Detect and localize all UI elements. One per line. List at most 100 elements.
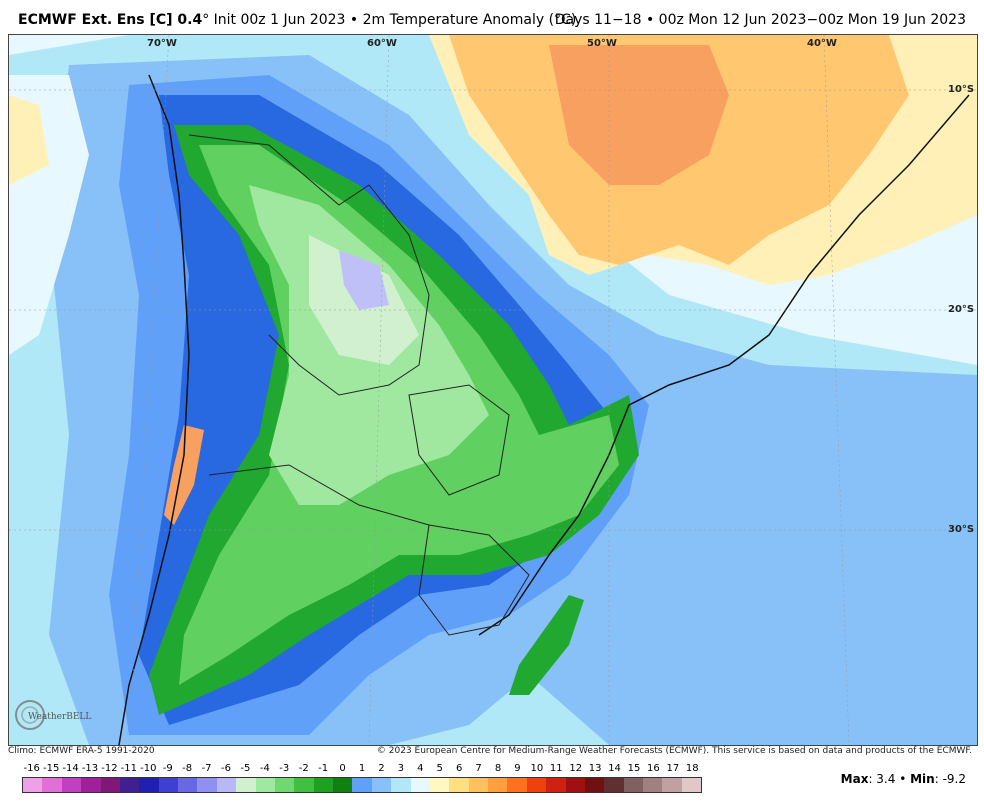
colorbar-tick-label: 2 <box>378 763 385 774</box>
colorbar-tick-label: 5 <box>436 763 443 774</box>
atlantic-coastline <box>478 94 970 636</box>
colorbar-swatch <box>139 778 159 792</box>
max-label: Max <box>840 772 869 786</box>
colorbar-swatch <box>23 778 43 792</box>
colorbar-swatch <box>488 778 508 792</box>
bolivia-border <box>188 134 430 396</box>
colorbar-swatch <box>81 778 101 792</box>
colorbar-tick-label: -14 <box>62 763 79 774</box>
valid-period: Days 11−18 • 00z Mon 12 Jun 2023−00z Mon… <box>554 12 966 28</box>
colorbar-tick-label: 7 <box>475 763 482 774</box>
variable-name: 2m Temperature Anomaly (°C) <box>362 12 577 28</box>
colorbar-swatch <box>429 778 450 792</box>
colorbar-tick-label: -11 <box>120 763 138 774</box>
west-warm-patch <box>9 95 49 185</box>
colorbar-tick-label: 1 <box>358 763 366 774</box>
colorbar-tick-label: -16 <box>23 763 40 774</box>
colorbar-swatch <box>449 778 469 792</box>
colorbar-tick-label: -4 <box>259 763 270 774</box>
model-name: ECMWF Ext. <box>18 12 113 28</box>
weatherbell-logo: WeatherBELL <box>15 700 91 730</box>
map-title: ECMWF Ext. Ens [C] 0.4° Init 00z 1 Jun 2… <box>18 12 576 28</box>
copyright-note: © 2023 European Centre for Medium-Range … <box>376 746 972 756</box>
colorbar-tick-label: -5 <box>240 763 251 774</box>
colorbar-swatch <box>681 778 702 792</box>
colorbar-tick-label: -2 <box>298 763 309 774</box>
colorbar-swatch <box>391 778 411 792</box>
colorbar-swatch <box>352 778 372 792</box>
colorbar-swatch <box>61 778 82 792</box>
colorbar-tick-label: 18 <box>685 763 699 774</box>
colorbar-swatch <box>294 778 314 792</box>
lon-label-70w: 70°W <box>147 38 177 49</box>
warm-core-region <box>549 45 729 185</box>
colorbar-tick-label: 13 <box>588 763 602 774</box>
colorbar-swatch <box>507 778 527 792</box>
colorbar-swatch <box>546 778 566 792</box>
colorbar-tick-label: -10 <box>140 763 157 774</box>
colorbar-swatch <box>604 778 624 792</box>
colorbar-swatch <box>584 778 605 792</box>
colorbar-tick-label: 8 <box>494 763 502 774</box>
colorbar-tick-label: 10 <box>530 763 544 774</box>
colorbar-swatch <box>623 778 643 792</box>
lat-label-20s: 20°S <box>948 304 975 315</box>
lon-label-60w: 60°W <box>367 38 397 49</box>
colorbar-tick-label: 3 <box>397 763 405 774</box>
map-panel[interactable]: 70°W 60°W 50°W 40°W 10°S 20°S 30°S <box>8 34 978 746</box>
argentina-north-border <box>208 464 430 526</box>
colorbar-swatch <box>371 778 392 792</box>
colorbar-swatch <box>236 778 256 792</box>
colorbar-tick-label: 6 <box>455 763 463 774</box>
lavender-core <box>339 250 389 310</box>
colorbar-swatch <box>100 778 120 792</box>
header: ECMWF Ext. Ens [C] 0.4° Init 00z 1 Jun 2… <box>0 0 984 34</box>
colorbar-tick-label: -13 <box>81 763 99 774</box>
colorbar-tick-label: 11 <box>549 763 563 774</box>
maxmin-separator: • <box>895 772 911 786</box>
colorbar-tick-label: 15 <box>627 763 641 774</box>
colorbar-swatch <box>565 778 585 792</box>
colorbar-tick-label: -1 <box>318 763 329 774</box>
colorbar-swatch <box>274 778 295 792</box>
colorbar-tick-label: 14 <box>608 763 621 774</box>
lat-label-10s: 10°S <box>948 84 975 95</box>
bullet-separator: • <box>349 12 359 28</box>
offshore-green-streak <box>509 595 584 695</box>
colorbar-tick-labels: -16 -15 -14 -13 -12 -11 -10 -9 -8 -7 -6 -5 -4 -3 -2 -1 0… <box>22 763 702 777</box>
climo-note: Climo: ECMWF ERA-5 1991-2020 <box>8 746 155 756</box>
colorbar-tick-label: 0 <box>339 763 346 774</box>
colorbar-swatch <box>42 778 62 792</box>
colorbar-tick-label: 17 <box>666 763 680 774</box>
colorbar-swatch <box>526 778 547 792</box>
init-time: Init 00z 1 Jun 2023 <box>213 12 346 28</box>
max-value: : 3.4 <box>868 772 896 786</box>
colorbar-swatch <box>662 778 682 792</box>
colorbar-swatch <box>197 778 217 792</box>
colorbar-tick-label: 9 <box>514 763 521 774</box>
colorbar-tick-label: -12 <box>101 763 118 774</box>
anomaly-map <box>9 35 977 745</box>
colorbar-swatch <box>313 778 333 792</box>
min-value: : -9.2 <box>934 772 966 786</box>
colorbar-tick-label: -8 <box>182 763 193 774</box>
colorbar-swatch <box>410 778 430 792</box>
colorbar-tick-label: -3 <box>279 763 290 774</box>
logo-text: WeatherBELL <box>28 712 91 722</box>
colorbar-tick-label: 4 <box>417 763 424 774</box>
colorbar-swatch <box>333 778 353 792</box>
colorbar-tick-label: -6 <box>221 763 231 774</box>
colorbar-swatch <box>158 778 178 792</box>
ensemble-label: Ens [C] 0.4 <box>116 12 203 28</box>
colorbar-swatches <box>22 777 702 793</box>
color-legend: -16 -15 -14 -13 -12 -11 -10 -9 -8 -7 -6 -5 -4 -3 -2 -1 0… <box>22 763 702 793</box>
colorbar-swatch <box>119 778 140 792</box>
colorbar-tick-label: -15 <box>42 763 60 774</box>
graticule <box>9 35 977 745</box>
min-label: Min <box>910 772 935 786</box>
max-min-readout: Max: 3.4 • Min: -9.2 <box>841 772 966 786</box>
colorbar-swatch <box>468 778 488 792</box>
colorbar-tick-label: 16 <box>647 763 660 774</box>
pacific-coastline <box>118 74 190 745</box>
lon-label-40w: 40°W <box>807 38 837 49</box>
